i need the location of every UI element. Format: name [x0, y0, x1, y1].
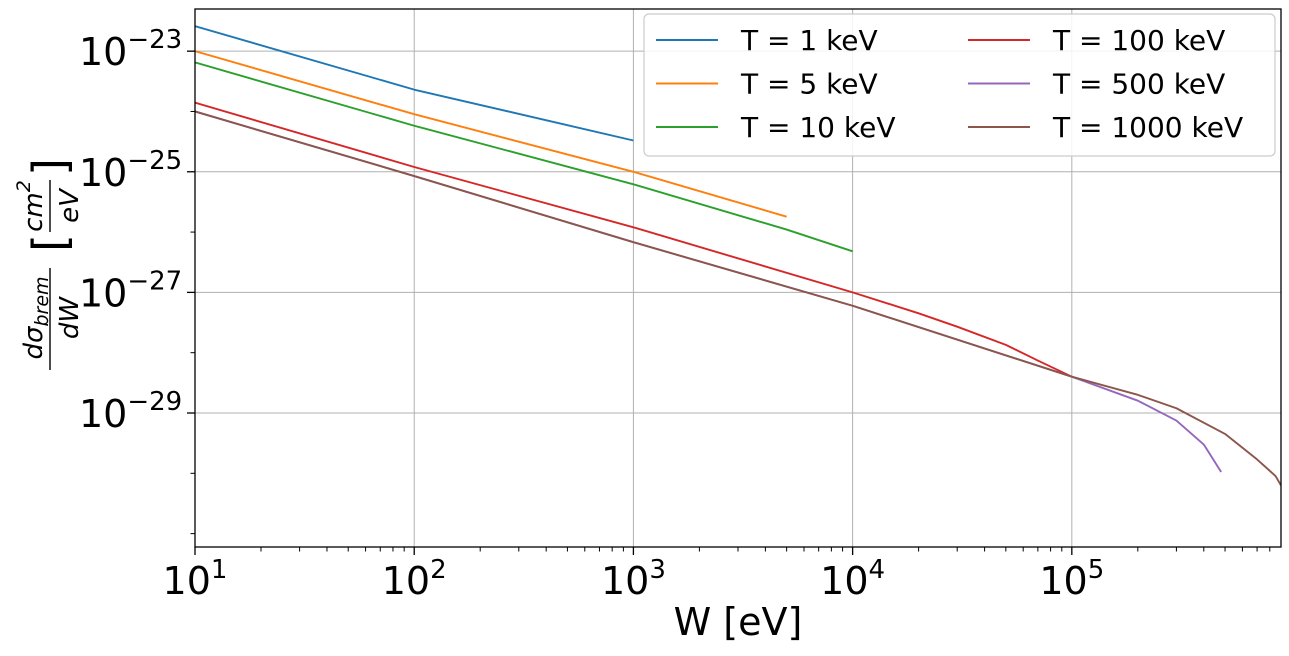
x-tick-label: 103	[601, 555, 666, 603]
legend-label: T = 500 keV	[1052, 68, 1225, 101]
series-lines	[195, 25, 1281, 486]
y-label-numerator-sub: brem	[31, 276, 53, 326]
legend-label: T = 1 keV	[740, 24, 878, 57]
y-axis-label: dσbrem dW [ cm2 eV ]	[13, 158, 85, 370]
x-tick-label: 102	[382, 555, 447, 603]
legend-label: T = 5 keV	[740, 68, 878, 101]
legend-label: T = 10 keV	[740, 111, 896, 144]
x-tick-label: 101	[163, 555, 228, 603]
y-label-denominator: dW	[55, 296, 85, 340]
series-line-t-100-kev	[195, 101, 1073, 378]
legend-label: T = 1000 keV	[1052, 111, 1243, 144]
y-label-unit-power: 2	[13, 180, 35, 192]
y-label-unit-denominator: eV	[55, 187, 85, 223]
x-axis-label: W [eV]	[674, 600, 803, 644]
y-label-bracket-close: ]	[23, 158, 77, 176]
svg-text:dσbrem: dσbrem	[19, 276, 53, 359]
axis-ticks: 101 102 103 104 105 10−23 10−25 10−27 10−29	[79, 25, 1271, 603]
y-label-bracket-open: [	[23, 234, 77, 252]
series-line-t-1-kev	[195, 25, 634, 142]
y-tick-label: 10−27	[79, 266, 182, 315]
y-tick-label: 10−25	[79, 146, 182, 195]
series-line-t-500-kev	[195, 110, 1222, 473]
y-tick-label: 10−29	[79, 387, 182, 436]
x-tick-label: 104	[820, 555, 885, 603]
legend-label: T = 100 keV	[1052, 24, 1225, 57]
y-label-numerator: dσ	[19, 325, 49, 360]
svg-text:cm2: cm2	[13, 180, 49, 232]
series-line-t-1000-kev	[195, 110, 1281, 486]
series-line-t-10-kev	[195, 61, 853, 253]
y-tick-label: 10−23	[79, 25, 182, 74]
series-line-t-5-kev	[195, 50, 787, 218]
legend-box	[643, 13, 1276, 157]
x-tick-label: 105	[1039, 555, 1104, 603]
legend: T = 1 keV T = 5 keV T = 10 keV T = 100 keV T…	[643, 13, 1276, 157]
y-label-unit-numerator: cm	[19, 192, 49, 232]
